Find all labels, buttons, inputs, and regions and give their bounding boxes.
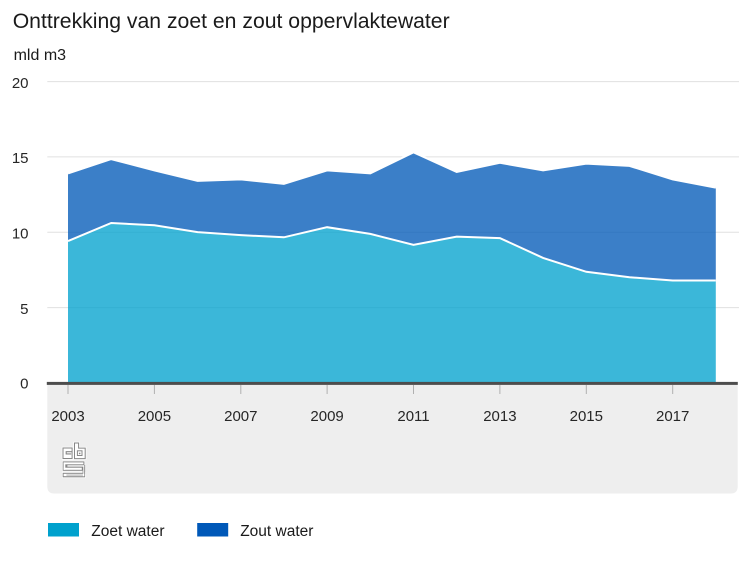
svg-text:20: 20 bbox=[12, 75, 29, 92]
svg-text:2011: 2011 bbox=[397, 408, 429, 425]
svg-text:10: 10 bbox=[12, 226, 29, 243]
svg-text:2017: 2017 bbox=[656, 408, 689, 425]
svg-text:2009: 2009 bbox=[310, 408, 343, 425]
svg-text:5: 5 bbox=[20, 301, 28, 318]
svg-text:2015: 2015 bbox=[570, 408, 603, 425]
svg-text:0: 0 bbox=[20, 376, 28, 393]
svg-text:2003: 2003 bbox=[51, 408, 84, 425]
svg-text:Zout water: Zout water bbox=[240, 523, 313, 540]
svg-text:2007: 2007 bbox=[224, 408, 257, 425]
svg-text:Zoet water: Zoet water bbox=[91, 523, 164, 540]
svg-text:mld m3: mld m3 bbox=[14, 47, 67, 64]
svg-text:2005: 2005 bbox=[138, 408, 171, 425]
svg-text:2013: 2013 bbox=[483, 408, 516, 425]
svg-text:15: 15 bbox=[12, 150, 29, 167]
svg-text:Onttrekking van zoet en zout o: Onttrekking van zoet en zout oppervlakte… bbox=[13, 10, 450, 33]
